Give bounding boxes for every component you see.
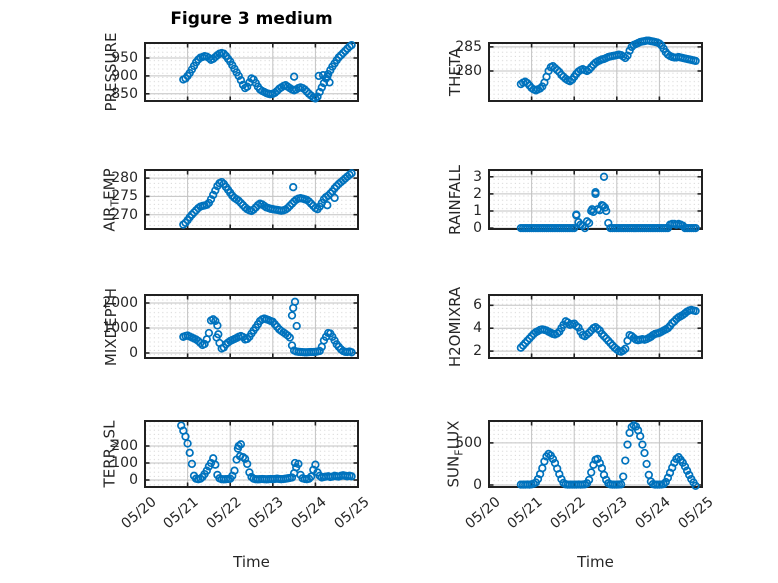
- figure-title: Figure 3 medium: [170, 9, 333, 29]
- xtick-label-terr-msl: 05/24: [288, 494, 330, 533]
- subplot-pressure: [144, 40, 359, 103]
- xlabel-time-right: Time: [577, 553, 614, 571]
- ytick-label-pressure: 900: [111, 67, 138, 84]
- axes-box: [488, 420, 703, 488]
- xtick-label-sun-flux: 05/23: [589, 494, 632, 533]
- ytick-label-h2omixra: 2: [473, 343, 482, 360]
- scatter-series-theta: [516, 36, 700, 95]
- ytick-label-rainfall: 2: [473, 185, 482, 202]
- ytick-label-sun-flux: 0: [473, 476, 482, 493]
- subplot-rainfall: [488, 169, 703, 233]
- xtick-label-sun-flux: 05/21: [504, 494, 546, 533]
- scatter-series-rainfall: [516, 172, 700, 233]
- ylabel-mixdepth: MIXDEPTH: [102, 287, 120, 366]
- axes-box: [488, 294, 703, 359]
- ytick-label-theta: 285: [455, 38, 482, 55]
- xtick-label-sun-flux: 05/24: [632, 494, 674, 533]
- ylabel-pressure: PRESSURE: [102, 32, 120, 112]
- scatter-series-h2omixra: [516, 305, 700, 356]
- ytick-label-pressure: 850: [111, 85, 138, 102]
- axes-box: [144, 294, 359, 359]
- minor-grid: [489, 43, 702, 101]
- scatter-series-terr-msl: [177, 421, 356, 484]
- scatter-series-mixdepth: [179, 297, 356, 357]
- ytick-label-air-temp: 275: [111, 188, 138, 205]
- xtick-label-sun-flux: 05/22: [547, 494, 589, 533]
- axes-box: [144, 42, 359, 102]
- xtick-label-terr-msl: 05/25: [331, 494, 373, 533]
- ylabel-sun-flux: SUNFLUX: [444, 420, 466, 488]
- subplot-sun-flux: [488, 420, 703, 490]
- xtick-label-terr-msl: 05/20: [118, 494, 160, 533]
- ytick-label-pressure: 950: [111, 50, 138, 67]
- xlabel-time-left: Time: [233, 553, 270, 571]
- subplot-terr-msl: [144, 420, 359, 488]
- xtick-label-terr-msl: 05/21: [160, 494, 202, 533]
- ytick-label-mixdepth: 1000: [102, 320, 138, 336]
- ytick-label-terr-msl: 0: [129, 472, 138, 489]
- ytick-label-mixdepth: 0: [129, 345, 138, 361]
- ytick-label-air-temp: 270: [111, 206, 138, 223]
- subplot-theta: [488, 36, 703, 102]
- scatter-series-pressure: [179, 40, 356, 103]
- ytick-label-rainfall: 1: [473, 203, 482, 220]
- ytick-label-terr-msl: 200: [111, 438, 138, 454]
- ytick-label-theta: 280: [455, 63, 482, 80]
- minor-grid: [489, 170, 702, 229]
- minor-grid: [145, 295, 358, 358]
- axes-box: [488, 169, 703, 230]
- xtick-label-terr-msl: 05/23: [245, 494, 288, 533]
- subplot-air-temp: [144, 169, 359, 230]
- subplot-h2omixra: [488, 294, 703, 359]
- ylabel-theta: THETA: [446, 47, 464, 97]
- subplot-mixdepth: [144, 294, 359, 359]
- scatter-series-air-temp: [179, 169, 356, 229]
- ylabel-h2omixra: H2OMIXRA: [446, 286, 464, 367]
- ytick-label-h2omixra: 4: [473, 320, 482, 337]
- ytick-label-h2omixra: 6: [473, 297, 482, 314]
- ytick-label-sun-flux: 500: [455, 434, 482, 451]
- xtick-label-sun-flux: 05/25: [675, 494, 717, 533]
- ylabel-rainfall: RAINFALL: [446, 164, 464, 235]
- ytick-label-terr-msl: 100: [111, 455, 138, 471]
- minor-grid: [145, 170, 358, 229]
- xtick-label-terr-msl: 05/22: [203, 494, 245, 533]
- ytick-label-mixdepth: 2000: [102, 295, 138, 311]
- xtick-label-sun-flux: 05/20: [462, 494, 504, 533]
- ylabel-air-temp: AIRTEMP: [100, 167, 122, 232]
- ytick-label-air-temp: 280: [111, 170, 138, 187]
- ytick-label-rainfall: 0: [473, 220, 482, 237]
- minor-grid: [489, 421, 702, 487]
- ytick-label-rainfall: 3: [473, 168, 482, 185]
- axes-box: [144, 169, 359, 230]
- scatter-series-sun-flux: [516, 421, 700, 490]
- ylabel-terr-msl: TERRMSL: [100, 420, 122, 488]
- axes-box: [144, 420, 359, 488]
- axes-box: [488, 42, 703, 102]
